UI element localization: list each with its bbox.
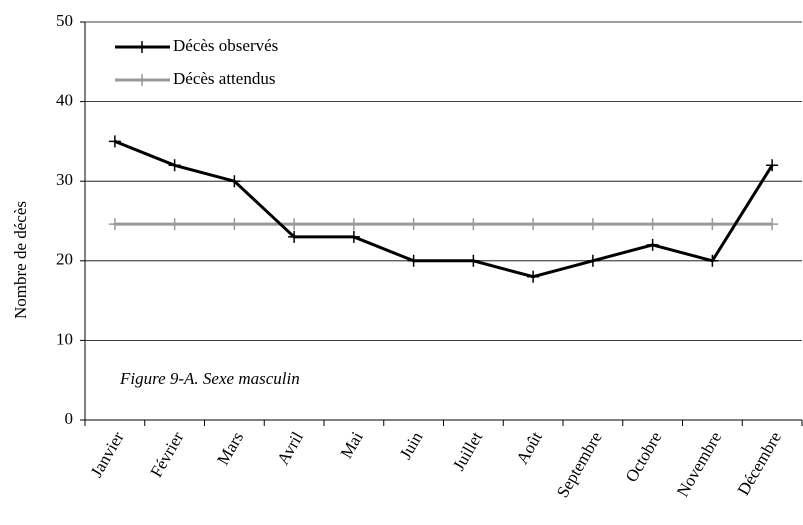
marker <box>347 218 360 231</box>
marker <box>706 218 719 231</box>
marker <box>706 254 719 267</box>
marker <box>646 218 659 231</box>
x-tick-label: Décembre <box>734 428 785 498</box>
marker <box>467 254 480 267</box>
marker <box>136 41 148 53</box>
annotation: Figure 9-A. Sexe masculin <box>119 369 300 388</box>
marker <box>108 218 121 231</box>
y-tick-label: 20 <box>56 250 73 269</box>
x-tick-label: Mai <box>337 428 367 461</box>
marker <box>228 175 241 188</box>
y-tick-label: 0 <box>65 409 74 428</box>
y-tick-label: 30 <box>56 170 73 189</box>
marker <box>168 159 181 172</box>
marker <box>407 254 420 267</box>
marker <box>766 159 779 172</box>
marker <box>646 238 659 251</box>
marker <box>527 218 540 231</box>
x-tick-label: Juillet <box>449 428 486 474</box>
marker <box>586 254 599 267</box>
marker <box>467 218 480 231</box>
marker <box>407 218 420 231</box>
x-tick-label: Mars <box>213 428 247 468</box>
x-tick-label: Novembre <box>673 428 725 500</box>
y-tick-label: 40 <box>56 91 73 110</box>
y-tick-label: 50 <box>56 11 73 30</box>
marker <box>228 218 241 231</box>
marker <box>136 74 148 86</box>
marker <box>168 218 181 231</box>
x-tick-label: Avril <box>273 428 307 468</box>
x-tick-label: Juin <box>396 428 427 462</box>
marker <box>108 135 121 148</box>
x-tick-label: Février <box>146 428 187 480</box>
x-tick-label: Août <box>513 428 547 467</box>
marker <box>347 230 360 243</box>
marker <box>288 230 301 243</box>
y-axis-label: Nombre de décès <box>11 201 30 319</box>
marker <box>766 218 779 231</box>
x-tick-label: Septembre <box>553 428 606 500</box>
legend-label: Décès attendus <box>173 69 275 88</box>
x-tick-label: Janvier <box>87 428 128 480</box>
legend-label: Décès observés <box>173 36 278 55</box>
series-line <box>114 140 774 279</box>
y-tick-label: 10 <box>56 329 73 348</box>
marker <box>288 218 301 231</box>
x-tick-label: Octobre <box>622 428 666 485</box>
marker <box>586 218 599 231</box>
marker <box>527 270 540 283</box>
